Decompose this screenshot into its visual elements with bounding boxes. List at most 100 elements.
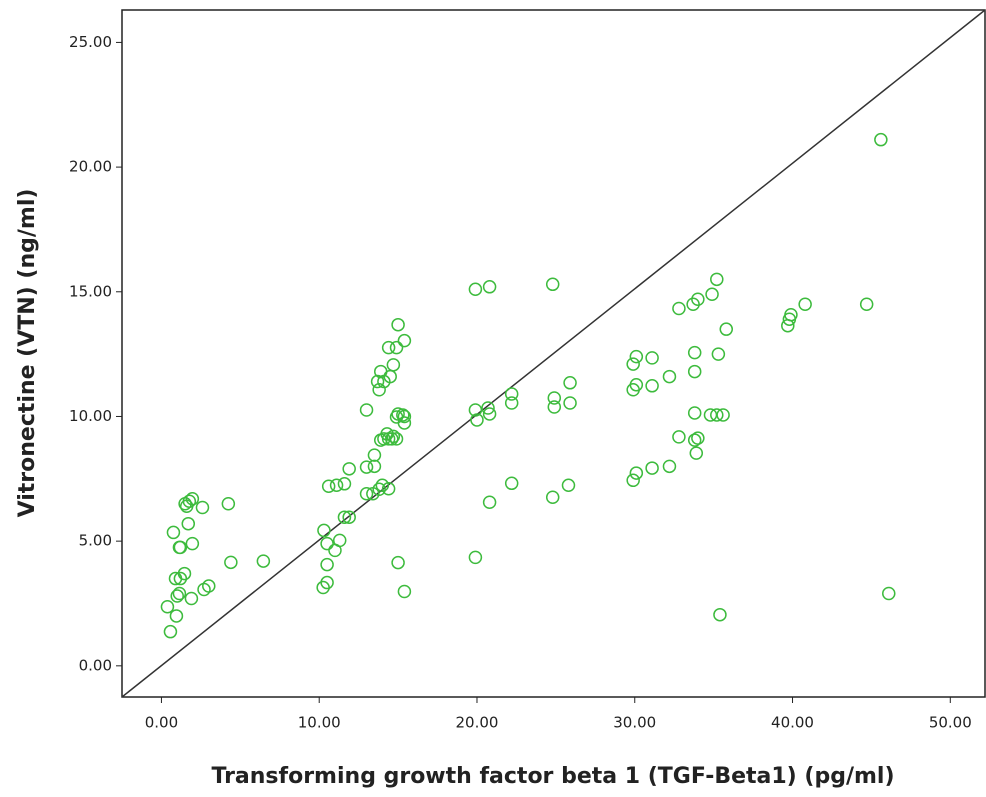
- point: [705, 287, 719, 302]
- point: [547, 391, 562, 405]
- point: [784, 307, 798, 322]
- x-axis-title: Transforming growth factor beta 1 (TGF-B…: [211, 764, 894, 789]
- point: [687, 433, 702, 447]
- point: [386, 429, 401, 444]
- point: [256, 554, 271, 568]
- point: [359, 460, 374, 474]
- point: [179, 499, 194, 513]
- point: [561, 478, 576, 493]
- y-tick-label: 5.00: [79, 532, 112, 550]
- point: [626, 357, 640, 371]
- x-tick-label: 40.00: [771, 714, 814, 732]
- point: [317, 523, 331, 538]
- point: [629, 466, 644, 480]
- point: [389, 432, 404, 446]
- point: [397, 409, 412, 424]
- point: [468, 282, 483, 297]
- point: [397, 584, 412, 599]
- point: [563, 376, 577, 390]
- point: [662, 369, 677, 384]
- point: [381, 482, 396, 496]
- point: [172, 540, 187, 555]
- point: [689, 446, 704, 460]
- point: [184, 591, 199, 606]
- plot-frame: [121, 9, 986, 698]
- point: [691, 431, 705, 445]
- point: [224, 555, 238, 570]
- point: [359, 403, 374, 417]
- point: [481, 401, 495, 415]
- point: [342, 510, 356, 524]
- point: [482, 495, 497, 509]
- point: [504, 476, 519, 491]
- point: [859, 297, 874, 312]
- point: [320, 557, 334, 572]
- y-tick-label: 25.00: [69, 33, 112, 51]
- point: [711, 347, 726, 361]
- point: [342, 462, 356, 476]
- point: [482, 280, 497, 294]
- point: [687, 406, 702, 420]
- point: [195, 500, 210, 515]
- x-tick-label: 30.00: [613, 714, 656, 732]
- point: [397, 416, 412, 430]
- point: [629, 378, 644, 392]
- reference-line: [121, 9, 986, 698]
- point: [169, 609, 184, 623]
- y-tick-label: 10.00: [69, 407, 112, 425]
- point: [504, 387, 519, 401]
- point: [166, 525, 181, 540]
- y-tick-label: 20.00: [69, 158, 112, 176]
- point: [468, 403, 483, 417]
- point: [389, 340, 404, 355]
- point: [687, 345, 702, 360]
- y-tick-label: 15.00: [69, 282, 112, 300]
- point: [470, 413, 484, 427]
- y-axis-title: Vitronectine (VTN) (ng/ml): [15, 189, 40, 518]
- point: [391, 407, 405, 421]
- point: [672, 430, 686, 444]
- point: [329, 478, 344, 493]
- point: [645, 351, 659, 365]
- point: [170, 589, 184, 603]
- point: [185, 536, 200, 551]
- point: [547, 400, 562, 414]
- point: [337, 510, 352, 524]
- point: [645, 379, 659, 393]
- point: [160, 599, 175, 614]
- point: [716, 408, 730, 422]
- point: [372, 482, 386, 497]
- point: [545, 277, 560, 292]
- point: [798, 297, 812, 312]
- point: [563, 396, 577, 410]
- point: [686, 297, 700, 312]
- point: [367, 448, 382, 462]
- point: [337, 477, 352, 491]
- point: [385, 432, 399, 446]
- point: [177, 566, 192, 581]
- point: [662, 459, 677, 474]
- point: [874, 132, 888, 147]
- point: [629, 349, 644, 364]
- x-tick-label: 10.00: [298, 714, 341, 732]
- point: [713, 607, 727, 622]
- point: [719, 322, 734, 336]
- point: [545, 490, 560, 505]
- point: [320, 536, 334, 551]
- point: [359, 487, 374, 501]
- point: [710, 408, 724, 422]
- point: [221, 496, 236, 511]
- x-tick-label: 20.00: [456, 714, 499, 732]
- point: [172, 586, 187, 601]
- point: [391, 317, 405, 332]
- point: [397, 333, 412, 348]
- point: [202, 579, 216, 593]
- y-tick-label: 0.00: [79, 656, 112, 674]
- point: [381, 340, 396, 355]
- point: [626, 473, 640, 488]
- point: [396, 408, 410, 422]
- point: [482, 407, 497, 421]
- point: [321, 479, 336, 494]
- point: [370, 374, 385, 389]
